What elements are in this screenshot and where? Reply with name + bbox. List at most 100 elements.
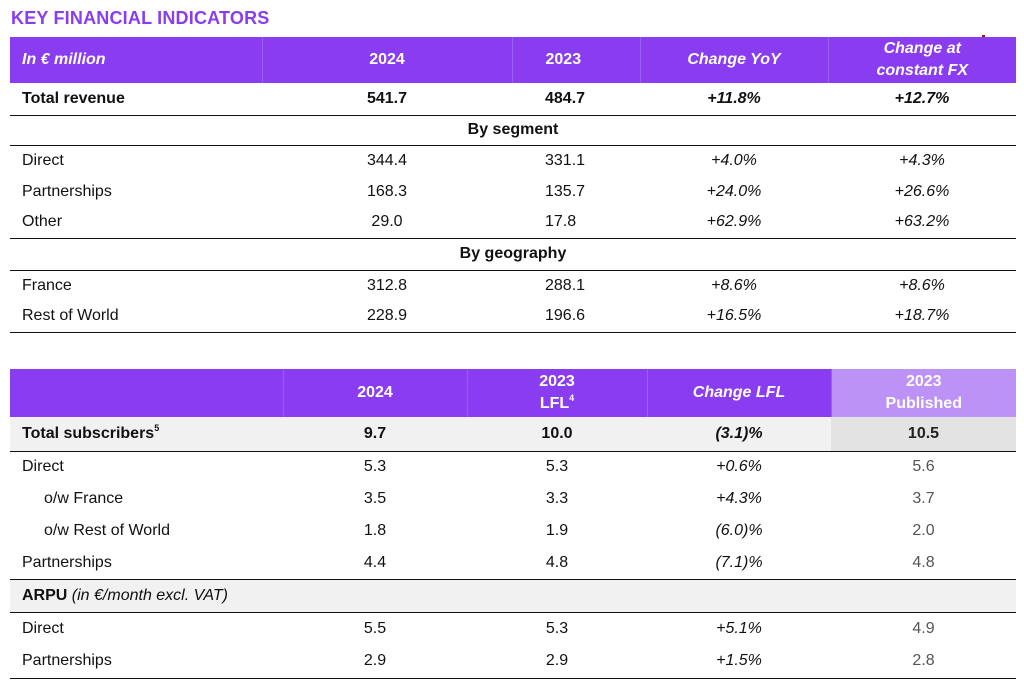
- row-label: Partnerships: [10, 645, 283, 679]
- header-empty: [10, 369, 284, 417]
- table-row: France 312.8 288.1 +8.6% +8.6%: [10, 270, 1016, 301]
- row-2024: 312.8: [366, 276, 408, 294]
- header-change-fx: Change at constant FX: [828, 37, 1016, 83]
- total-revenue-fx: +12.7%: [894, 89, 950, 107]
- row-change: (6.0)%: [715, 522, 763, 539]
- row-2024: 5.5: [363, 619, 387, 637]
- row-label: Rest of World: [10, 301, 262, 333]
- arpu-section-row: ARPU (in €/month excl. VAT): [10, 578, 1016, 613]
- header-published-line1: 2023: [905, 373, 942, 390]
- header-change-fx-line2: constant FX: [876, 62, 969, 79]
- row-2023: 5.3: [545, 458, 569, 476]
- header-lfl-text: LFL: [539, 395, 570, 412]
- arpu-label: ARPU: [22, 586, 68, 604]
- row-2023: 4.8: [545, 553, 569, 571]
- header-change-lfl: Change LFL: [647, 369, 832, 417]
- row-published: 4.8: [912, 553, 935, 571]
- row-2023: 2.9: [467, 645, 647, 679]
- header-published-line2: Published: [885, 395, 962, 412]
- total-revenue-2024: 541.7: [366, 89, 408, 107]
- row-fx: +26.6%: [894, 182, 950, 200]
- header-2023-lfl: 2023 LFL4: [467, 369, 648, 417]
- total-subscribers-2023: 10.0: [467, 417, 647, 452]
- row-label: Partnerships: [22, 553, 112, 571]
- row-label: Partnerships: [22, 182, 112, 200]
- row-2024: 3.5: [363, 490, 387, 507]
- row-change: +8.6%: [711, 276, 757, 294]
- row-2023: 17.8: [545, 213, 577, 231]
- row-2023: 135.7: [545, 182, 586, 200]
- header-2023: 2023: [512, 37, 641, 83]
- header-2024: 2024: [283, 369, 468, 417]
- row-label: Direct: [22, 619, 64, 637]
- total-subscribers-change: (3.1)%: [647, 417, 831, 452]
- total-subscribers-text: Total subscribers: [22, 424, 155, 442]
- row-2024: 228.9: [262, 301, 512, 333]
- row-label: France: [22, 276, 72, 294]
- revenue-table: In € million 2024 2023 Change YoY Change…: [10, 37, 1016, 333]
- row-fx: +63.2%: [894, 213, 950, 231]
- total-revenue-change: +11.8%: [707, 89, 761, 107]
- header-unit-label: In € million: [10, 37, 263, 83]
- row-2024: 29.0: [371, 213, 403, 231]
- row-change: +62.9%: [706, 213, 762, 231]
- row-published: 2.0: [912, 522, 935, 539]
- header-2024: 2024: [262, 37, 513, 83]
- header-change-fx-line1: Change at: [883, 40, 961, 57]
- row-change: +24.0%: [706, 182, 762, 200]
- footnote-marker: 4: [569, 393, 575, 403]
- row-2024: 344.4: [366, 151, 408, 169]
- row-2024: 168.3: [366, 182, 408, 200]
- row-label: Other: [22, 213, 63, 231]
- row-2024: 2.9: [283, 645, 467, 679]
- section-by-geography-label: By geography: [10, 237, 1016, 271]
- total-subscribers-label: Total subscribers5: [10, 417, 283, 452]
- row-change: +16.5%: [640, 301, 828, 333]
- row-2023: 331.1: [545, 151, 586, 169]
- total-subscribers-2024: 9.7: [283, 417, 467, 452]
- revenue-header-row: In € million 2024 2023 Change YoY Change…: [10, 37, 1016, 83]
- row-2024: 4.4: [363, 553, 387, 571]
- table-row: Other 29.0 17.8 +62.9% +63.2%: [10, 207, 1016, 238]
- row-change: (7.1)%: [715, 553, 763, 571]
- table-row: Direct 5.3 5.3 +0.6% 5.6: [10, 451, 1016, 483]
- row-2023: 1.9: [545, 522, 569, 539]
- table-row: Partnerships 2.9 2.9 +1.5% 2.8: [10, 645, 1016, 679]
- row-2023: 5.3: [545, 619, 569, 637]
- row-label: Direct: [22, 151, 64, 169]
- row-2023: 3.3: [545, 490, 569, 507]
- row-change: +0.6%: [716, 458, 762, 476]
- row-2023: 288.1: [545, 276, 586, 294]
- header-2023-published: 2023 Published: [831, 369, 1016, 417]
- total-revenue-label: Total revenue: [22, 89, 125, 107]
- total-subscribers-published: 10.5: [831, 417, 1016, 452]
- table-row: Rest of World 228.9 196.6 +16.5% +18.7%: [10, 301, 1016, 333]
- row-change: +4.3%: [716, 490, 762, 507]
- section-by-segment-label: By segment: [10, 114, 1016, 146]
- row-published: 2.8: [831, 645, 1016, 679]
- row-published: 4.9: [912, 619, 935, 637]
- section-by-segment: By segment: [10, 114, 1016, 146]
- section-by-geography: By geography: [10, 237, 1016, 271]
- row-label: o/w France: [44, 490, 124, 507]
- row-2024: 1.8: [363, 522, 387, 539]
- row-label: o/w Rest of World: [44, 522, 170, 539]
- row-change: +4.0%: [711, 151, 757, 169]
- header-2023-lfl-line1: 2023: [539, 373, 575, 390]
- row-fx: +18.7%: [828, 301, 1016, 333]
- subscribers-table: 2024 2023 LFL4 Change LFL 2023 Published…: [10, 369, 1016, 679]
- footnote-marker: 5: [154, 422, 160, 433]
- row-published: 5.6: [912, 458, 935, 476]
- total-revenue-row: Total revenue 541.7 484.7 +11.8% +12.7%: [10, 83, 1016, 115]
- row-change: +5.1%: [716, 619, 762, 637]
- table-row: Direct 344.4 331.1 +4.0% +4.3%: [10, 145, 1016, 176]
- total-revenue-2023: 484.7: [545, 89, 586, 107]
- row-label: Direct: [22, 458, 64, 476]
- table-row: Partnerships 4.4 4.8 (7.1)% 4.8: [10, 547, 1016, 579]
- row-fx: +4.3%: [899, 151, 945, 169]
- page-title: KEY FINANCIAL INDICATORS: [11, 8, 270, 28]
- header-change-yoy: Change YoY: [640, 37, 829, 83]
- row-2024: 5.3: [363, 458, 387, 476]
- subscribers-header-row: 2024 2023 LFL4 Change LFL 2023 Published: [10, 369, 1016, 417]
- table-row: Partnerships 168.3 135.7 +24.0% +26.6%: [10, 176, 1016, 207]
